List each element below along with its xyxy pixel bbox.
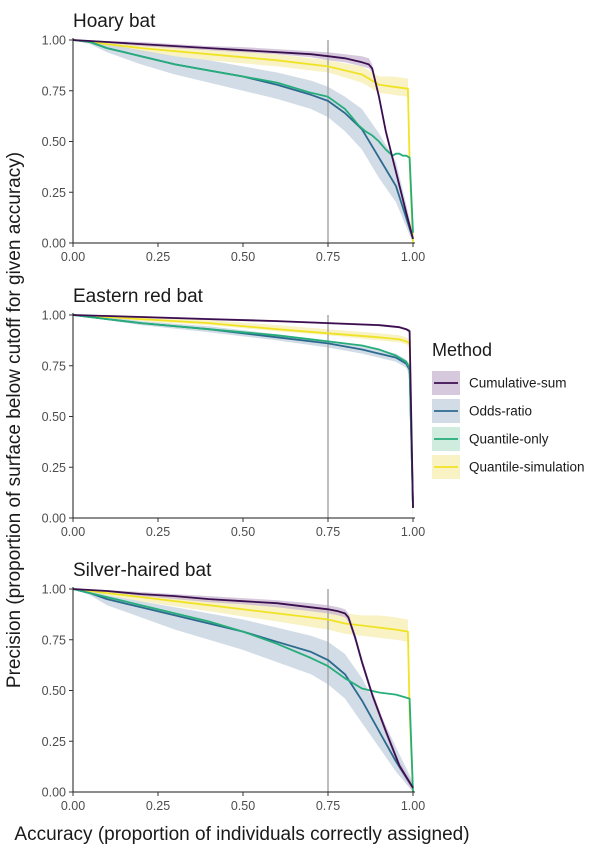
- panel-1: Eastern red bat 0.00 0.25 0.50 0.75 1.00 0.00 0…: [42, 286, 426, 539]
- x-tick-label: 0.75: [316, 525, 340, 539]
- series-line-quantile-only: [72, 588, 414, 793]
- legend-label: Quantile-simulation: [469, 460, 585, 475]
- legend-label: Quantile-only: [469, 432, 549, 447]
- series-line-quantile-simulation: [72, 588, 414, 793]
- y-tick-label: 0.50: [42, 135, 66, 149]
- band-odds-ratio: [73, 589, 413, 792]
- y-tick-label: 0.25: [42, 461, 66, 475]
- series-line-cumulative-sum: [72, 588, 414, 789]
- x-tick-label: 0.50: [231, 250, 255, 264]
- series-line-odds-ratio: [72, 588, 414, 789]
- series-line-cumulative-sum: [72, 39, 414, 240]
- panel-0: Hoary bat 0.00 0.25 0.50 0.75 1.00 0.00 0.25 0.5…: [42, 11, 426, 264]
- band-quantile-simulation: [73, 315, 413, 518]
- x-tick-label: 1.00: [401, 250, 425, 264]
- x-tick-label: 0.00: [61, 525, 85, 539]
- y-tick-label: 1.00: [42, 309, 66, 323]
- y-tick-label: 0.50: [42, 410, 66, 424]
- series-line-quantile-simulation: [72, 314, 414, 508]
- x-tick-label: 0.50: [231, 799, 255, 813]
- y-tick-label: 1.00: [42, 583, 66, 597]
- x-tick-label: 0.50: [231, 525, 255, 539]
- y-axis-label: Precision (proportion of surface below c…: [4, 152, 25, 688]
- series-line-odds-ratio: [72, 314, 414, 508]
- y-tick-label: 0.75: [42, 84, 66, 98]
- x-axis-label: Accuracy (proportion of individuals corr…: [14, 824, 469, 845]
- x-tick-label: 0.00: [61, 250, 85, 264]
- series-line-cumulative-sum: [72, 314, 414, 508]
- legend: Method Cumulative-sum Odds-ratio Quantile-…: [432, 340, 585, 479]
- x-tick-label: 0.75: [316, 799, 340, 813]
- panel-title: Hoary bat: [73, 11, 156, 32]
- x-tick-label: 0.00: [61, 799, 85, 813]
- y-tick-label: 0.00: [42, 786, 66, 800]
- x-tick-label: 0.25: [146, 799, 170, 813]
- series-line-quantile-only: [72, 314, 414, 508]
- panel-title: Silver-haired bat: [73, 560, 212, 581]
- y-tick-label: 0.00: [42, 237, 66, 251]
- y-tick-label: 0.00: [42, 512, 66, 526]
- y-tick-label: 1.00: [42, 34, 66, 48]
- y-tick-label: 0.25: [42, 186, 66, 200]
- y-tick-label: 0.75: [42, 633, 66, 647]
- x-tick-label: 1.00: [401, 525, 425, 539]
- series-line-quantile-simulation: [72, 39, 414, 244]
- legend-label: Cumulative-sum: [469, 376, 567, 391]
- panel-title: Eastern red bat: [73, 286, 204, 307]
- x-tick-label: 1.00: [401, 799, 425, 813]
- panels: Hoary bat 0.00 0.25 0.50 0.75 1.00 0.00 0.25 0.5…: [42, 11, 426, 813]
- x-tick-label: 0.25: [146, 525, 170, 539]
- panel-2: Silver-haired bat 0.00 0.25 0.50 0.75 1.00 0.0…: [42, 560, 426, 813]
- legend-label: Odds-ratio: [469, 404, 532, 419]
- y-tick-label: 0.75: [42, 359, 66, 373]
- y-tick-label: 0.50: [42, 684, 66, 698]
- series-line-quantile-only: [72, 39, 414, 233]
- legend-title: Method: [432, 340, 492, 360]
- x-tick-label: 0.25: [146, 250, 170, 264]
- x-tick-label: 0.75: [316, 250, 340, 264]
- y-tick-label: 0.25: [42, 735, 66, 749]
